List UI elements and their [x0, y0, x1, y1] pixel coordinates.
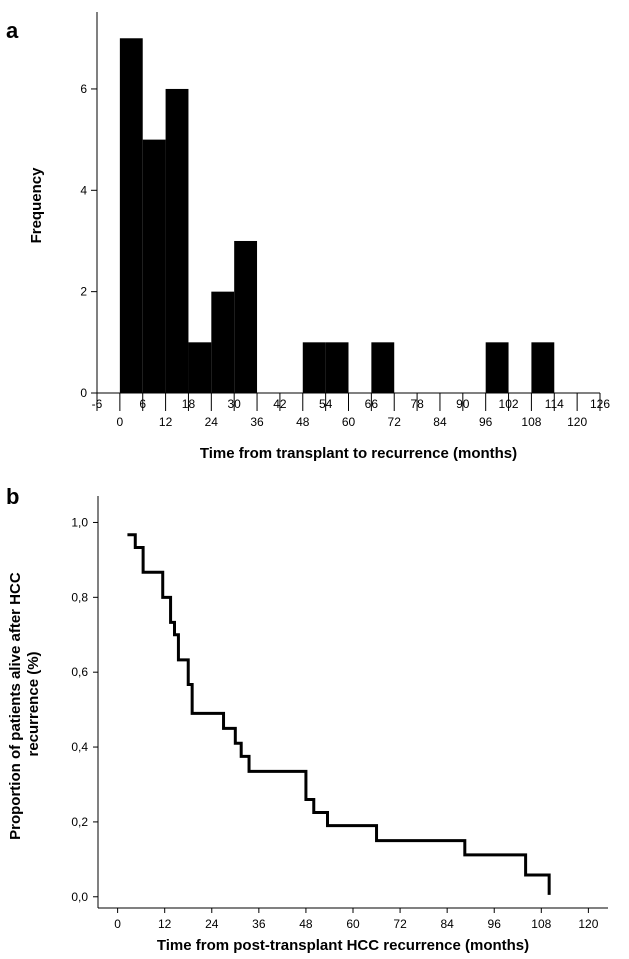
y-tick-label: 0,6 — [71, 665, 88, 679]
x-tick-label: -6 — [92, 397, 103, 411]
histogram-bar — [302, 342, 326, 393]
x-tick-label: 72 — [393, 917, 407, 931]
x-tick-label: 60 — [342, 415, 356, 429]
histogram-bar — [119, 38, 143, 394]
x-tick-label: 30 — [228, 397, 242, 411]
x-tick-label: 36 — [250, 415, 264, 429]
histogram-bar — [325, 342, 349, 393]
y-tick-label: 0,0 — [71, 890, 88, 904]
panel-label-a: a — [6, 18, 19, 43]
x-tick-label: 108 — [531, 917, 551, 931]
x-tick-label: 66 — [365, 397, 379, 411]
y-tick-label: 6 — [80, 82, 87, 96]
histogram-bar — [188, 342, 212, 393]
panel-label-b: b — [6, 484, 19, 509]
y-axis-label: Proportion of patients alive after HCC r… — [7, 568, 42, 840]
x-tick-label: 12 — [158, 917, 172, 931]
x-tick-label: 48 — [296, 415, 310, 429]
y-axis-ticks: 0,0 0,2 0,4 0,6 0,8 1,0 — [71, 515, 98, 904]
x-tick-label: 18 — [182, 397, 196, 411]
x-tick-label: 6 — [139, 397, 146, 411]
x-tick-label: 78 — [410, 397, 424, 411]
histogram-bar — [371, 342, 395, 393]
x-tick-label: 84 — [440, 917, 454, 931]
x-tick-label: 12 — [159, 415, 173, 429]
x-tick-label: 84 — [433, 415, 447, 429]
x-tick-label: 0 — [114, 917, 121, 931]
y-tick-label: 0 — [80, 386, 87, 400]
histogram-bar — [211, 291, 235, 393]
histogram-bars — [119, 38, 555, 394]
x-tick-label: 120 — [578, 917, 598, 931]
survival-step-line — [127, 533, 551, 895]
x-tick-label: 60 — [346, 917, 360, 931]
x-tick-label: 54 — [319, 397, 333, 411]
histogram-bar — [234, 240, 258, 393]
x-tick-label: 96 — [479, 415, 493, 429]
survival-chart-b: b 0,0 0,2 0,4 0,6 0,8 1,0 0 12 24 36 48 60 72 84 96 10… — [6, 484, 608, 954]
x-tick-label: 24 — [205, 415, 219, 429]
histogram-bar — [485, 342, 509, 393]
x-axis-label: Time from post-transplant HCC recurrence… — [157, 937, 529, 954]
x-tick-label: 126 — [590, 397, 610, 411]
y-tick-label: 1,0 — [71, 515, 88, 529]
x-tick-label: 108 — [521, 415, 541, 429]
y-tick-label: 0,2 — [71, 815, 88, 829]
y-axis-label-line1: Proportion of patients alive after HCC — [7, 572, 24, 840]
y-tick-label: 0,8 — [71, 590, 88, 604]
histogram-bar — [165, 88, 189, 393]
x-tick-label: 114 — [545, 397, 564, 411]
x-tick-label: 24 — [205, 917, 219, 931]
x-tick-label: 96 — [488, 917, 502, 931]
x-axis-ticks: 0 12 24 36 48 60 72 84 96 108 120 — [114, 908, 599, 931]
x-tick-label: 36 — [252, 917, 266, 931]
y-tick-label: 0,4 — [71, 740, 88, 754]
x-tick-label: 72 — [388, 415, 402, 429]
x-axis-ticks: -6 0 6 12 18 24 30 36 42 48 54 60 66 72 78 84 90 96 102108… — [92, 393, 610, 429]
x-tick-label: 42 — [273, 397, 287, 411]
x-tick-label: 102 — [499, 397, 519, 411]
x-axis-label: Time from transplant to recurrence (mont… — [200, 445, 517, 462]
histogram-bar — [142, 139, 166, 393]
x-tick-label: 120 — [567, 415, 587, 429]
y-axis-ticks: 0 2 4 6 — [80, 82, 97, 400]
y-tick-label: 4 — [80, 183, 87, 197]
y-axis-label: Frequency — [28, 167, 45, 244]
x-tick-label: 0 — [117, 415, 124, 429]
x-tick-label: 48 — [299, 917, 313, 931]
histogram-bar — [531, 342, 555, 393]
y-axis-label-line2: recurrence (%) — [25, 651, 42, 756]
y-tick-label: 2 — [80, 285, 87, 299]
x-tick-label: 90 — [456, 397, 470, 411]
